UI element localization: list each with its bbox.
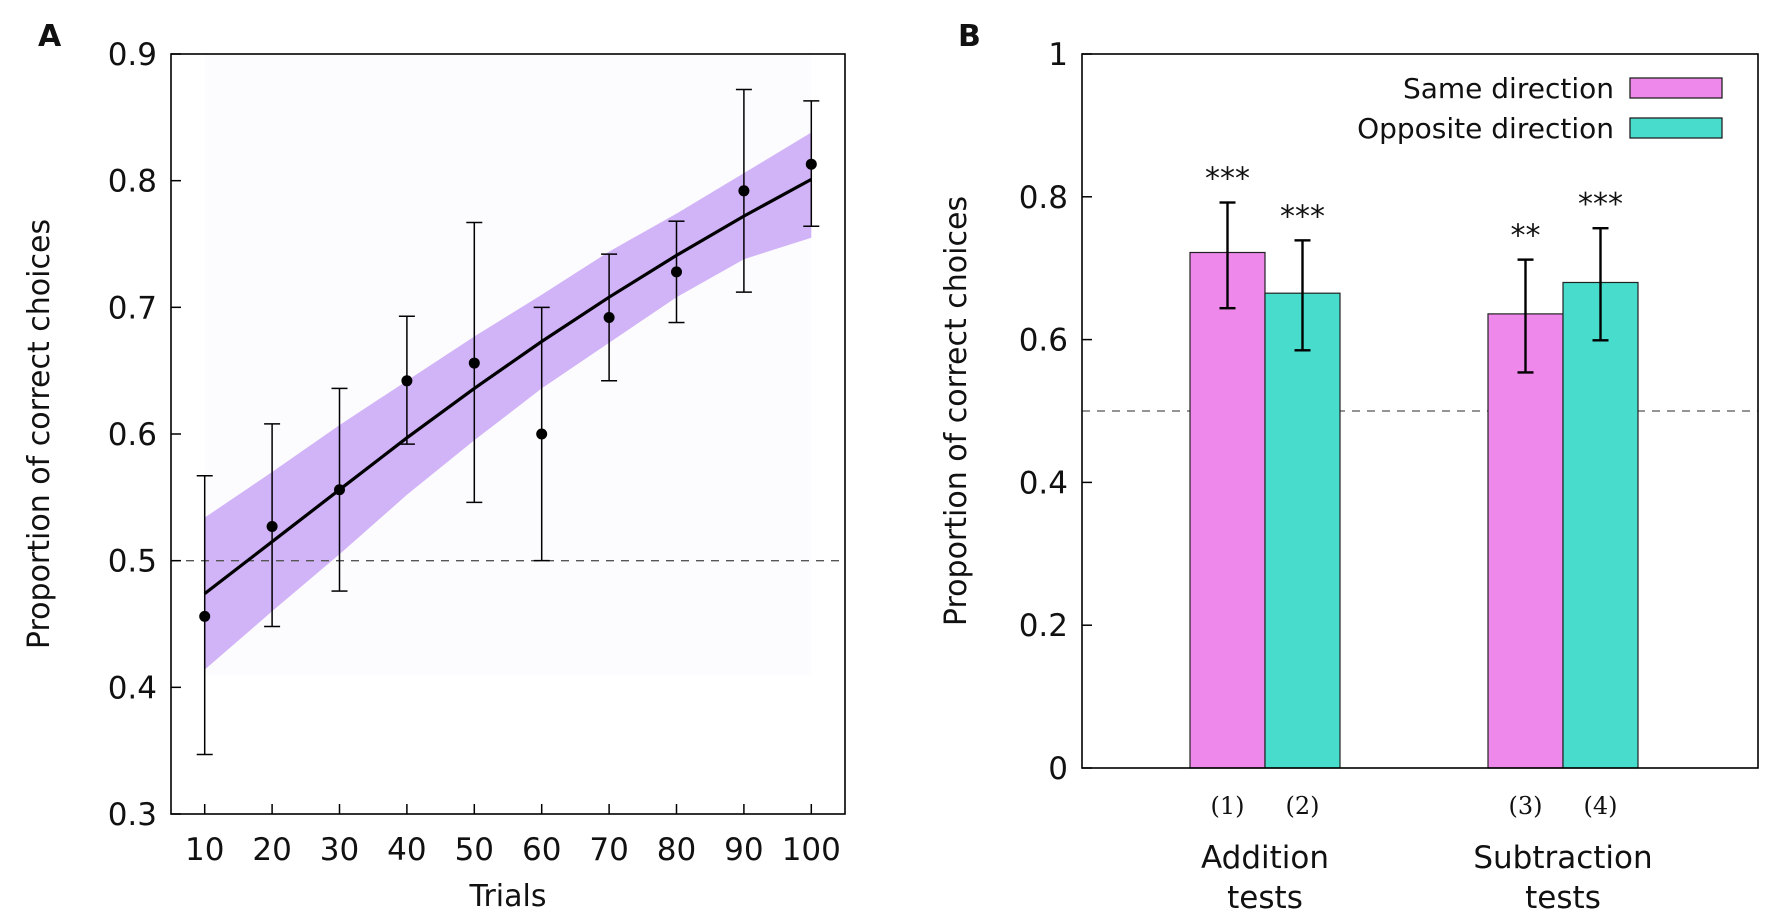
panel-a-label: A	[38, 19, 62, 54]
panel-b-y-tick-label: 1	[1048, 37, 1068, 73]
panel-b-group-label: tests	[1227, 880, 1303, 916]
panel-a-x-tick-label: 30	[320, 832, 359, 868]
panel-a-data-point	[671, 266, 682, 278]
panel-a-data-point	[468, 357, 480, 369]
panel-a-x-tick-label: 60	[522, 832, 561, 868]
panel-a-data-point-group	[735, 88, 752, 293]
panel-b-bar-group: *** (2)	[1264, 199, 1341, 820]
panel-b-bar	[1189, 251, 1266, 769]
panel-b-axes-frame	[1081, 53, 1759, 769]
panel-b-y-tick-label: 0.4	[1019, 465, 1068, 501]
panel-b-legend-label: Same direction	[1403, 72, 1614, 105]
panel-a-x-tick-label: 40	[387, 832, 426, 868]
panel-b-y-tick-label: 0.6	[1019, 323, 1068, 359]
panel-b-bar-index-label: (2)	[1286, 792, 1320, 820]
panel-b-bar	[1562, 281, 1639, 769]
panel-b-bar-index-label: (1)	[1211, 792, 1245, 820]
panel-a-data-point	[401, 375, 413, 387]
panel-a-data-point	[266, 520, 278, 532]
panel-a-y-tick-label: 0.4	[108, 670, 157, 706]
panel-a-data-point	[199, 610, 211, 622]
panel-b-bar	[1264, 292, 1341, 769]
panel-b-significance-marker: ***	[1578, 187, 1623, 222]
panel-b-legend: Same direction Opposite direction	[1357, 72, 1723, 145]
panel-b-bar-group: ** (3)	[1487, 219, 1564, 820]
panel-a-data-point-group	[601, 253, 618, 382]
panel-a-x-tick-label: 10	[185, 832, 224, 868]
panel-a-data-point-group	[331, 387, 348, 592]
panel-a-data-point-group	[533, 306, 550, 562]
panel-b-significance-marker: ***	[1205, 162, 1250, 197]
panel-a-data-point	[805, 158, 817, 170]
panel-a-data-point-group	[803, 100, 820, 228]
panel-a-data-point-group	[398, 315, 415, 445]
panel-b-legend-swatch	[1629, 77, 1723, 99]
panel-a-x-tick-label: 50	[455, 832, 494, 868]
panel-b-significance-marker: **	[1511, 219, 1541, 254]
panel-a-data-point-group	[466, 221, 483, 504]
panel-a-data-point-group	[264, 423, 281, 628]
panel-b-label: B	[958, 19, 981, 54]
panel-b-bar	[1487, 313, 1564, 769]
panel-b-group-label: tests	[1525, 880, 1601, 916]
panel-a-data-point-group	[196, 475, 213, 756]
panel-a-fit-curve	[203, 177, 813, 595]
panel-b-legend-swatch	[1629, 117, 1723, 139]
panel-a-data-point-group	[668, 220, 685, 324]
panel-a-y-axis-label: Proportion of correct choices	[22, 219, 57, 649]
panel-b-group-label: Subtraction	[1473, 840, 1652, 876]
panel-a-data-point	[603, 311, 615, 323]
panel-a-x-tick-label: 20	[252, 832, 291, 868]
panel-a: A 10 20 30 40 50 60 70 80 90 100 0.3 0.4 0.5 0.6 0.7 0.…	[22, 19, 846, 914]
panel-a-y-tick-label: 0.3	[108, 797, 157, 833]
panel-a-y-tick-label: 0.5	[108, 544, 157, 580]
panel-b-bar-index-label: (3)	[1509, 792, 1543, 820]
panel-a-x-axis-label: Trials	[469, 879, 547, 914]
panel-b: B *** (1) *** (2) ** (3) *** (4) Addition tests S…	[939, 19, 1759, 916]
panel-a-x-tick-label: 70	[589, 832, 628, 868]
panel-a-x-tick-label: 80	[657, 832, 696, 868]
panel-b-bar-group: *** (1)	[1189, 162, 1266, 820]
panel-b-group-label: Addition	[1201, 840, 1329, 876]
panel-b-bar-index-label: (4)	[1584, 792, 1618, 820]
panel-b-y-tick-label: 0	[1048, 751, 1068, 787]
panel-b-legend-label: Opposite direction	[1357, 112, 1614, 145]
panel-a-data-point	[536, 428, 548, 440]
panel-a-y-tick-label: 0.6	[108, 417, 157, 453]
panel-a-data-point	[738, 185, 750, 197]
panel-b-y-axis-label: Proportion of correct choices	[939, 196, 974, 626]
panel-a-y-tick-label: 0.7	[108, 290, 157, 326]
panel-a-data-point	[334, 484, 345, 496]
panel-b-y-tick-label: 0.8	[1019, 180, 1068, 216]
panel-a-x-tick-label: 90	[724, 832, 763, 868]
panel-b-y-tick-label: 0.2	[1019, 608, 1068, 644]
panel-a-y-tick-label: 0.8	[108, 164, 157, 200]
panel-a-y-tick-label: 0.9	[108, 37, 157, 73]
panel-b-bar-group: *** (4)	[1562, 187, 1639, 820]
panel-b-significance-marker: ***	[1280, 199, 1325, 234]
panel-a-x-tick-label: 100	[782, 832, 841, 868]
